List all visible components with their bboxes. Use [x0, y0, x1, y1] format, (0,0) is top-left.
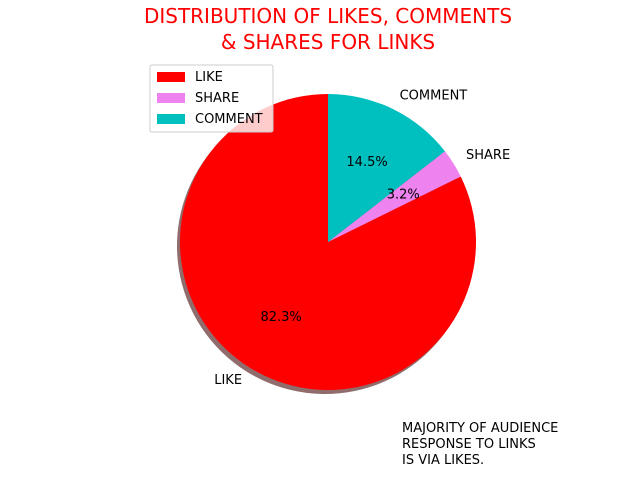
- slice-labels: LIKE 82.3% SHARE 3.2% COMMENT 14.5%: [214, 88, 510, 387]
- legend: LIKE SHARE COMMENT: [149, 64, 274, 133]
- slice-label-share: SHARE: [466, 148, 510, 163]
- pie-slice-comment: [328, 94, 445, 242]
- slice-label-comment: COMMENT: [400, 88, 468, 103]
- annotation-note: MAJORITY OF AUDIENCE RESPONSE TO LINKS I…: [402, 421, 558, 468]
- annotation-line-1: MAJORITY OF AUDIENCE: [402, 421, 558, 436]
- legend-swatch-comment: [157, 114, 185, 124]
- chart-title-line-2: & SHARES FOR LINKS: [221, 30, 435, 54]
- pie-slices: [180, 94, 477, 390]
- legend-swatch-share: [157, 93, 185, 103]
- chart-title: DISTRIBUTION OF LIKES, COMMENTS & SHARES…: [144, 4, 512, 54]
- pie-slice-share: [328, 151, 461, 242]
- annotation-line-2: RESPONSE TO LINKS: [402, 437, 536, 452]
- slice-label-like: LIKE: [214, 373, 242, 388]
- legend-label-like: LIKE: [195, 70, 223, 85]
- legend-swatch-like: [157, 72, 185, 82]
- legend-label-share: SHARE: [195, 91, 239, 106]
- pie-slice-like: [180, 94, 477, 390]
- slice-percent-comment: 14.5%: [346, 155, 387, 170]
- slice-percent-like: 82.3%: [260, 310, 301, 325]
- legend-label-comment: COMMENT: [195, 112, 263, 127]
- slice-percent-share: 3.2%: [387, 187, 420, 202]
- chart-title-line-1: DISTRIBUTION OF LIKES, COMMENTS: [144, 4, 512, 28]
- annotation-line-3: IS VIA LIKES.: [402, 453, 484, 468]
